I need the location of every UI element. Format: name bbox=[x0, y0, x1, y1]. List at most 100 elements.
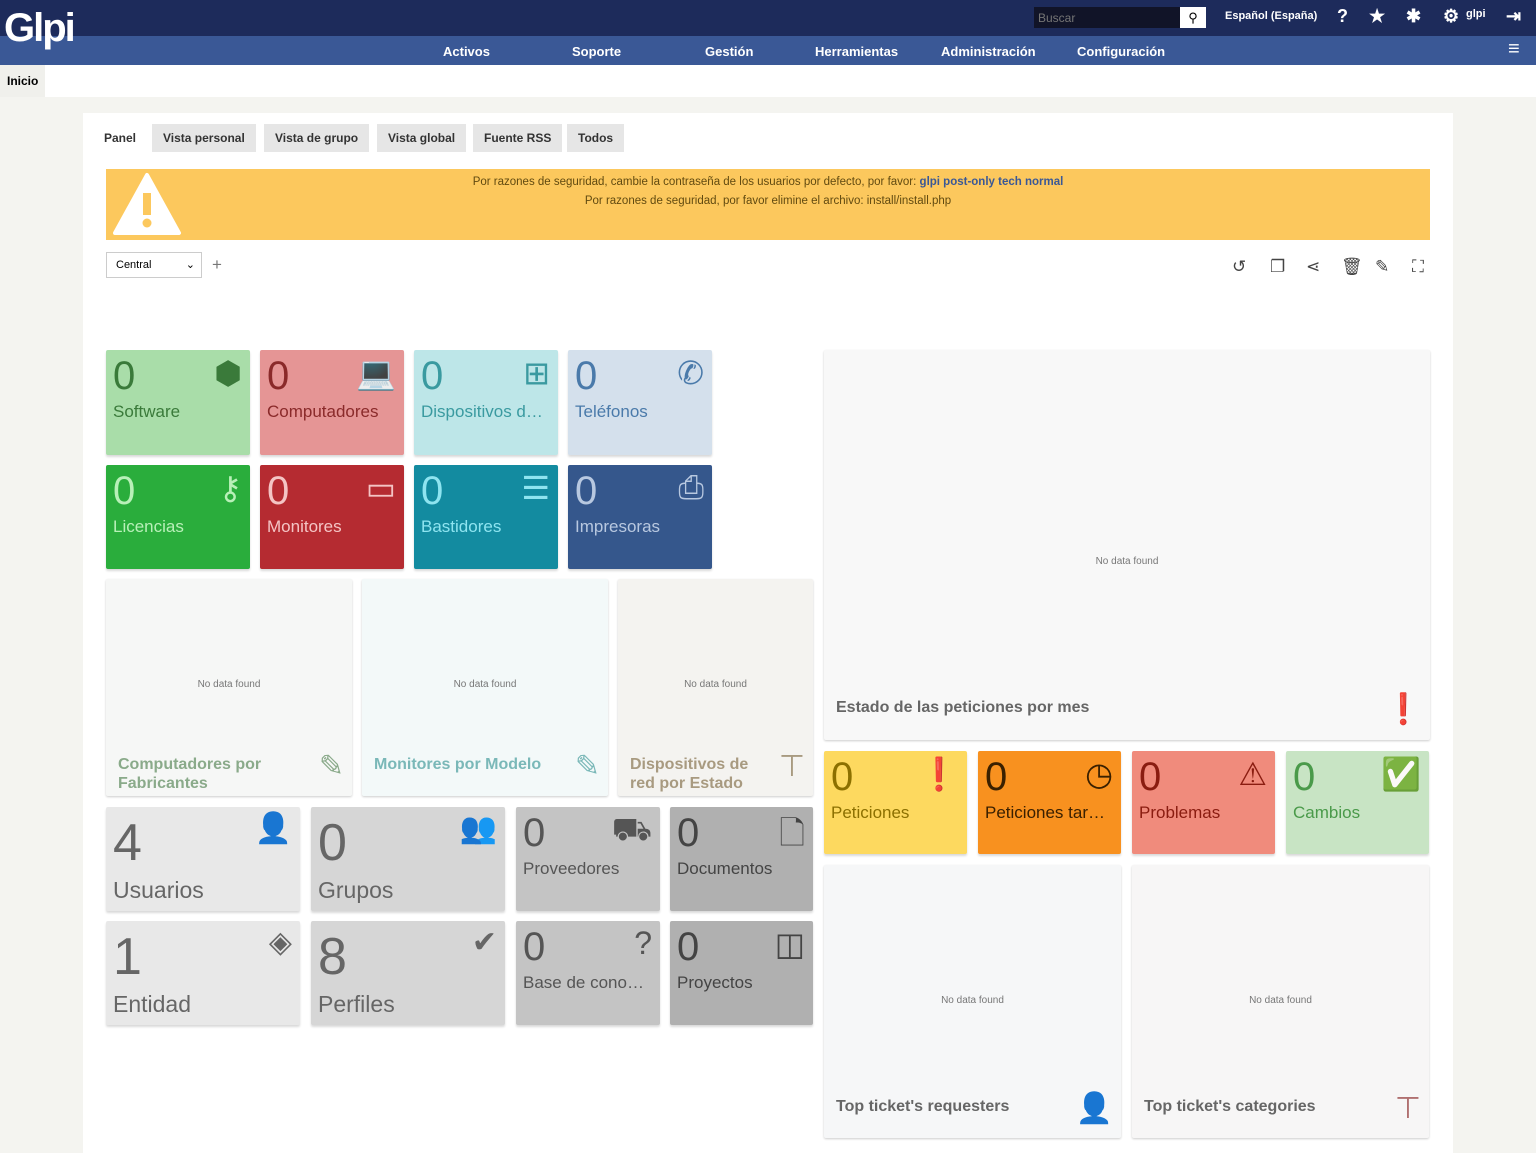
key-icon: ⚷ bbox=[218, 470, 242, 506]
card-label: Software bbox=[113, 402, 181, 421]
card-label: Dispositivos d… bbox=[421, 402, 543, 421]
history-icon[interactable]: ↺ bbox=[1232, 257, 1247, 276]
language-selector[interactable]: Español (España) bbox=[1225, 10, 1318, 22]
user-name[interactable]: glpi bbox=[1466, 8, 1486, 20]
warning-icon: ⚠ bbox=[1238, 756, 1267, 792]
card-label: Problemas bbox=[1139, 803, 1221, 822]
exclamation-circle-icon[interactable]: ❗ bbox=[1384, 693, 1422, 726]
card-label: Proyectos bbox=[677, 973, 753, 992]
card-grupos[interactable]: 0 Grupos 👥 bbox=[311, 807, 505, 911]
chart-widget: No data found Monitores por Modelo ✎ bbox=[362, 579, 608, 796]
search-input[interactable] bbox=[1034, 7, 1180, 28]
no-data-message: No data found bbox=[1249, 995, 1312, 1006]
card-perfiles[interactable]: 8 Perfiles ✔ bbox=[311, 921, 505, 1025]
main-menu bbox=[0, 36, 1536, 65]
network-icon: ⊞ bbox=[523, 355, 550, 391]
gear-icon[interactable]: ⚙ bbox=[1443, 6, 1460, 26]
card-dispositivos-d-[interactable]: 0 Dispositivos d… ⊞ bbox=[414, 350, 558, 455]
menu-activos[interactable]: Activos bbox=[443, 44, 490, 59]
share-icon[interactable]: ⋖ bbox=[1306, 257, 1321, 276]
card-software[interactable]: 0 Software ⬢ bbox=[106, 350, 250, 455]
card-documentos[interactable]: 0 Documentos 🗋 bbox=[670, 807, 813, 911]
hamburger-icon[interactable]: ≡ bbox=[1508, 38, 1520, 60]
top-bar bbox=[0, 0, 1536, 36]
trash-icon[interactable]: 🗑 bbox=[1341, 257, 1363, 276]
menu-herramientas[interactable]: Herramientas bbox=[815, 44, 899, 59]
card-impresoras[interactable]: 0 Impresoras ⎙ bbox=[568, 465, 712, 569]
card-count: 0 bbox=[421, 469, 444, 513]
menu-configuracion[interactable]: Configuración bbox=[1077, 44, 1166, 59]
user-check-icon: ✔ bbox=[471, 926, 497, 959]
phone-icon: ✆ bbox=[677, 355, 704, 391]
search-button[interactable]: ⚲ bbox=[1180, 7, 1206, 28]
user-icon: 👤 bbox=[254, 812, 292, 845]
tab-vista-personal[interactable]: Vista personal bbox=[152, 124, 256, 152]
user-icon[interactable]: 👤 bbox=[1075, 1092, 1113, 1125]
chart-title: Dispositivos de red por Estado bbox=[630, 756, 749, 792]
breadcrumb: Inicio bbox=[0, 65, 1536, 97]
card-label: Base de cono… bbox=[523, 973, 644, 992]
card-computadores[interactable]: 0 Computadores 💻 bbox=[260, 350, 404, 455]
tab-panel[interactable]: Panel bbox=[93, 124, 148, 152]
security-alert: Por razones de seguridad, cambie la cont… bbox=[106, 169, 1430, 240]
edit-icon[interactable]: ✎ bbox=[574, 750, 600, 783]
card-count: 0 bbox=[1293, 755, 1316, 799]
question-icon: ? bbox=[634, 925, 652, 961]
printer-icon: ⎙ bbox=[678, 469, 704, 505]
card-count: 0 bbox=[523, 925, 546, 969]
card-label: Peticiones bbox=[831, 803, 910, 822]
card-usuarios[interactable]: 4 Usuarios 👤 bbox=[106, 807, 300, 911]
logout-icon[interactable]: ⇥ bbox=[1506, 6, 1522, 26]
card-label: Monitores bbox=[267, 517, 342, 536]
fullscreen-icon[interactable]: ⛶ bbox=[1412, 257, 1424, 276]
edit-icon[interactable]: ✎ bbox=[318, 750, 344, 783]
no-data-message: No data found bbox=[684, 679, 747, 690]
menu-administracion[interactable]: Administración bbox=[941, 44, 1036, 59]
star-icon[interactable]: ★ bbox=[1369, 6, 1386, 26]
card-monitores[interactable]: 0 Monitores ▭ bbox=[260, 465, 404, 569]
dashboard-select[interactable]: Central ⌄ bbox=[106, 252, 202, 278]
card-label: Licencias bbox=[113, 517, 184, 536]
menu-soporte[interactable]: Soporte bbox=[572, 44, 622, 59]
card-base-de-cono-[interactable]: 0 Base de cono…? bbox=[516, 921, 660, 1025]
bug-icon[interactable]: ✱ bbox=[1406, 6, 1422, 26]
clone-icon[interactable]: ❐ bbox=[1270, 257, 1286, 276]
help-icon[interactable]: ? bbox=[1337, 6, 1348, 26]
alert-line-1: Por razones de seguridad, cambie la cont… bbox=[472, 176, 917, 188]
glpi-logo[interactable]: Glpi bbox=[4, 6, 76, 50]
card-count: 0 bbox=[575, 469, 598, 513]
card-cambios[interactable]: 0 Cambios ✅ bbox=[1286, 751, 1429, 854]
exclamation-circle-icon: ❗ bbox=[919, 756, 959, 792]
card-peticiones-tar-[interactable]: 0 Peticiones tar… ◷ bbox=[978, 751, 1121, 854]
tab-todos[interactable]: Todos bbox=[567, 124, 625, 152]
card-bastidores[interactable]: 0 Bastidores ☰ bbox=[414, 465, 558, 569]
tab-vista-grupo[interactable]: Vista de grupo bbox=[264, 124, 370, 152]
add-dashboard-button[interactable]: + bbox=[212, 255, 222, 274]
sitemap-icon[interactable]: ⊤ bbox=[778, 750, 805, 783]
card-peticiones[interactable]: 0 Peticiones ❗ bbox=[824, 751, 967, 854]
file-icon: 🗋 bbox=[779, 815, 805, 851]
sitemap-icon[interactable]: ⊤ bbox=[1394, 1092, 1421, 1125]
menu-gestion[interactable]: Gestión bbox=[705, 44, 754, 59]
card-proyectos[interactable]: 0 Proyectos ◫ bbox=[670, 921, 813, 1025]
no-data-message: No data found bbox=[1095, 556, 1159, 567]
no-data-message: No data found bbox=[941, 995, 1004, 1006]
card-tel-fonos[interactable]: 0 Teléfonos ✆ bbox=[568, 350, 712, 455]
tab-vista-global[interactable]: Vista global bbox=[377, 124, 467, 152]
users-icon: 👥 bbox=[459, 812, 497, 845]
card-count: 0 bbox=[318, 814, 347, 872]
card-licencias[interactable]: 0 Licencias ⚷ bbox=[106, 465, 250, 569]
chart-title: Computadores por Fabricantes bbox=[118, 756, 262, 792]
default-users-link[interactable]: glpi post-only tech normal bbox=[919, 176, 1064, 188]
card-count: 0 bbox=[267, 354, 290, 398]
clock-icon: ◷ bbox=[1085, 756, 1113, 792]
chart-widget: No data found Top ticket's requesters 👤 bbox=[824, 865, 1121, 1138]
card-problemas[interactable]: 0 Problemas ⚠ bbox=[1132, 751, 1275, 854]
card-count: 0 bbox=[677, 925, 700, 969]
card-count: 0 bbox=[575, 354, 598, 398]
tab-fuente-rss[interactable]: Fuente RSS bbox=[473, 124, 563, 152]
edit-icon[interactable]: ✎ bbox=[1375, 257, 1390, 276]
card-proveedores[interactable]: 0 Proveedores ⛟ bbox=[516, 807, 660, 911]
breadcrumb-home[interactable]: Inicio bbox=[0, 65, 46, 97]
card-entidad[interactable]: 1 Entidad ◈ bbox=[106, 921, 300, 1025]
